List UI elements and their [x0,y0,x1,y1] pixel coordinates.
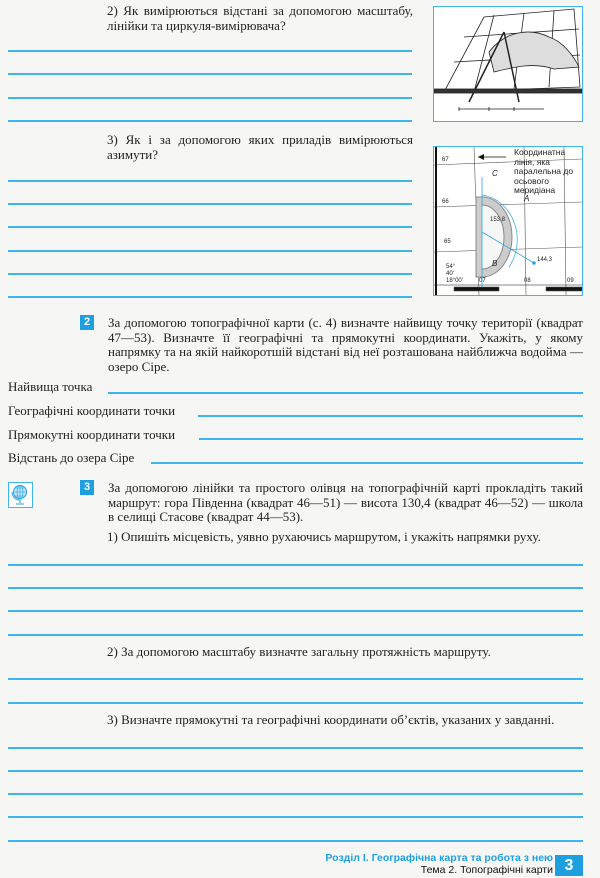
task-3-text: За допомогою лінійки та простого олівця … [108,480,583,524]
dividers-measuring-illustration [433,6,583,122]
protractor-azimuth-illustration: Координатна лінія, яка паралельна до ось… [433,146,583,296]
label-144-3: 144,3 [537,257,553,263]
figure-caption: Координатна лінія, яка паралельна до ось… [514,147,574,195]
answer-line[interactable] [8,610,583,612]
grid-65: 65 [444,239,451,245]
answer-line[interactable] [8,50,412,52]
label-b: B [492,259,498,268]
grid-07: 07 [479,278,486,284]
label-a: A [524,194,530,203]
task-number-badge: 2 [80,315,94,330]
field-label-distance: Відстань до озера Сіре [8,450,135,465]
globe-icon [8,482,33,508]
answer-line[interactable] [8,226,412,228]
answer-line[interactable] [8,587,583,589]
answer-line[interactable] [8,296,412,298]
page-number: 3 [555,855,583,876]
answer-line[interactable] [8,770,583,772]
question-3-azimuths: 3) Як і за допомогою яких приладів вимір… [107,132,413,162]
answer-line[interactable] [8,816,583,818]
field-label-geo-coords: Географічні координати точки [8,403,176,418]
label-153-8: 153,8 [490,217,506,223]
rect-coords-line[interactable] [199,438,583,440]
distance-line[interactable] [151,462,583,464]
answer-line[interactable] [8,747,583,749]
grid-67: 67 [442,157,449,163]
lat-54: 54° [446,264,456,270]
lon-18: 18°00' [446,278,463,284]
task-3-question-2: 2) За допомогою масштабу визначте загаль… [107,644,491,659]
answer-line[interactable] [8,120,412,122]
answer-line[interactable] [8,250,412,252]
label-c: C [492,169,498,178]
answer-line[interactable] [8,840,583,842]
field-label-highest-point: Найвища точка [8,379,93,394]
field-label-rect-coords: Прямокутні координати точки [8,427,176,442]
answer-line[interactable] [8,793,583,795]
grid-08: 08 [524,278,531,284]
answer-line[interactable] [8,702,583,704]
grid-09: 09 [567,278,574,284]
answer-line[interactable] [8,97,412,99]
footer-section-title: Розділ І. Географічна карта та робота з … [325,852,553,864]
answer-line[interactable] [8,203,412,205]
question-2-distances: 2) Як вимірюються відстані за допомогою … [107,3,413,33]
task-2-text: За допомогою топографічної карти (с. 4) … [108,315,583,374]
answer-line[interactable] [8,273,412,275]
answer-line[interactable] [8,73,412,75]
geo-coords-line[interactable] [198,415,583,417]
answer-line[interactable] [8,180,412,182]
footer-topic: Тема 2. Топографічні карти [420,864,553,876]
answer-line[interactable] [8,634,583,636]
lat-40: 40' [446,271,454,277]
grid-66: 66 [442,199,449,205]
task-number-badge: 3 [80,480,94,495]
task-3-question-1: 1) Опишіть місцевість, уявно рухаючись м… [107,529,541,544]
answer-line[interactable] [8,564,583,566]
task-3-question-3: 3) Визначте прямокутні та географічні ко… [107,712,555,727]
highest-point-line[interactable] [108,392,583,394]
answer-line[interactable] [8,678,583,680]
